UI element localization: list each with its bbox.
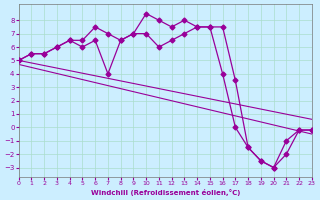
- X-axis label: Windchill (Refroidissement éolien,°C): Windchill (Refroidissement éolien,°C): [91, 189, 240, 196]
